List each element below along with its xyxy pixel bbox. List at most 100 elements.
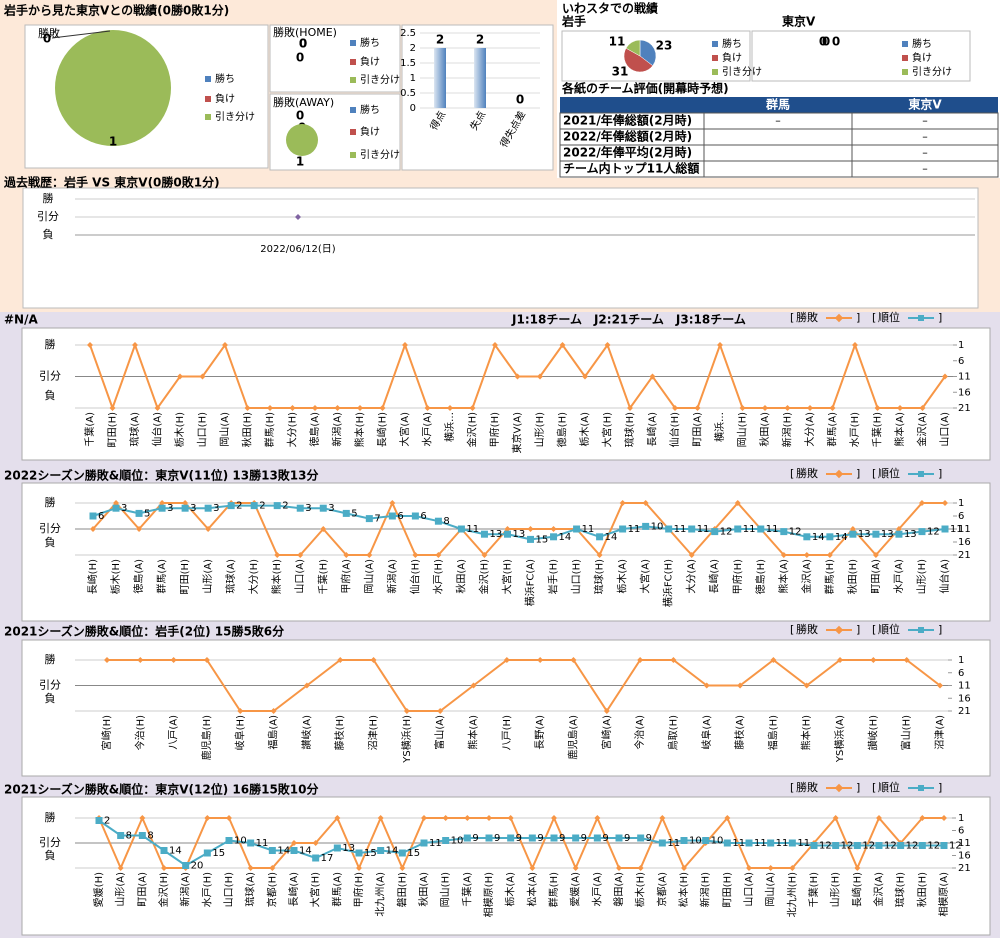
x-tick-label: 山形(A) <box>202 559 214 594</box>
data-point <box>290 847 298 854</box>
data-point <box>788 839 796 847</box>
data-point <box>486 815 492 821</box>
y2-tick-label: 16 <box>958 537 971 548</box>
x-tick-label: 山口(A) <box>294 559 306 594</box>
data-point <box>572 865 579 871</box>
data-point <box>837 657 844 663</box>
data-label: 2 <box>282 501 288 512</box>
x-tick-label: 山形(H) <box>830 872 842 907</box>
legend-bracket: ] <box>856 781 860 794</box>
bar <box>434 48 446 108</box>
x-tick-label: 群馬(H) <box>263 412 276 447</box>
data-point <box>89 512 97 520</box>
y-tick-label: 引分 <box>37 209 59 223</box>
data-point <box>268 847 276 854</box>
x-tick-label: 千葉(A) <box>460 872 473 907</box>
x-tick-label: 北九州(H) <box>786 872 798 917</box>
x-tick-label: 富山(H) <box>900 715 913 750</box>
x-tick-label: 琉球(H) <box>623 412 636 447</box>
data-point <box>342 509 350 517</box>
data-point <box>895 526 902 532</box>
y-tick-label: 引分 <box>39 369 61 383</box>
data-point <box>289 405 296 411</box>
data-point <box>303 682 310 689</box>
x-tick-label: 群馬(H) <box>823 559 836 594</box>
legend-marker <box>834 783 844 793</box>
data-point <box>403 708 410 714</box>
panel-title: いわスタでの戦績 <box>562 1 658 16</box>
data-label: 15 <box>407 848 420 859</box>
data-point <box>434 517 442 525</box>
data-label: 15 <box>364 848 377 859</box>
pie-slice <box>625 39 641 57</box>
legend-swatch <box>712 69 718 75</box>
data-point <box>897 842 905 849</box>
data-point <box>507 834 515 842</box>
y-tick-label: 負 <box>45 389 56 402</box>
table-row <box>559 160 999 178</box>
chart-frame <box>561 30 751 82</box>
data-point <box>139 815 146 821</box>
legend-label: 順位 <box>878 780 900 794</box>
x-tick-label: 金沢(A) <box>916 412 929 447</box>
x-tick-label: 磐田(H) <box>395 872 408 907</box>
x-tick-label: 沼津(A) <box>933 715 946 750</box>
x-tick-label: 栃木(A) <box>616 559 629 594</box>
data-point <box>227 502 235 510</box>
x-tick-label: 栃木(H) <box>173 412 186 447</box>
data-point <box>849 526 856 532</box>
data-label: 12 <box>906 841 919 852</box>
x-tick-label: 新潟(H) <box>699 872 712 907</box>
data-label: 11 <box>667 838 680 849</box>
data-point <box>87 342 93 348</box>
data-point <box>737 682 744 689</box>
data-point <box>941 815 947 821</box>
x-tick-label: 町田(A) <box>693 412 704 447</box>
legend-bracket: ] <box>856 467 860 480</box>
data-point <box>492 342 498 348</box>
data-point <box>269 865 276 871</box>
y2-tick-label: 11 <box>958 524 971 535</box>
legend-bracket: [ <box>790 623 794 636</box>
data-label: 11 <box>776 838 789 849</box>
x-tick-label: 金沢(H) <box>157 872 170 907</box>
pie-slice <box>55 30 171 146</box>
data-label: 10 <box>234 836 247 847</box>
x-tick-label: 新潟(A) <box>331 412 344 447</box>
x-tick-label: 新潟(A) <box>385 559 398 594</box>
data-point <box>872 530 880 538</box>
data-label: 0 <box>832 35 840 49</box>
table-cell: – <box>775 114 781 127</box>
data-label: 3 <box>305 503 311 514</box>
data-label: 10 <box>451 836 464 847</box>
legend-label: 負け <box>912 52 932 64</box>
data-point <box>113 500 120 506</box>
series-line <box>98 815 944 871</box>
legend-label: 勝ち <box>722 37 742 50</box>
y-tick-label: 勝 <box>45 810 56 824</box>
x-tick-label: 磐田(A) <box>612 872 625 907</box>
legend-swatch <box>350 77 356 83</box>
legend-marker <box>834 625 844 635</box>
data-point <box>680 837 688 844</box>
y-tick-label: 引分 <box>39 521 61 535</box>
legend-label: 勝敗 <box>796 622 818 636</box>
x-tick-label: 秋田(H) <box>241 412 254 447</box>
x-tick-label: 讃岐(H) <box>866 715 879 750</box>
y2-tick-label: 6 <box>958 668 964 679</box>
x-tick-label: 新潟(A) <box>179 872 192 907</box>
x-tick-label: 京都(A) <box>655 872 668 907</box>
data-point <box>388 512 396 520</box>
data-label: 2 <box>476 33 484 47</box>
data-point <box>296 504 304 512</box>
legend-label: 勝ち <box>360 103 380 116</box>
data-point <box>158 504 166 512</box>
data-point <box>918 842 926 849</box>
data-label: 6 <box>420 511 426 522</box>
x-tick-label: 松本(A) <box>525 872 538 907</box>
data-point <box>160 847 168 854</box>
x-tick-label: 長野(A) <box>534 715 546 750</box>
data-point <box>627 405 633 411</box>
x-tick-label: 福島(A) <box>267 715 280 750</box>
data-label: 6 <box>98 511 104 522</box>
